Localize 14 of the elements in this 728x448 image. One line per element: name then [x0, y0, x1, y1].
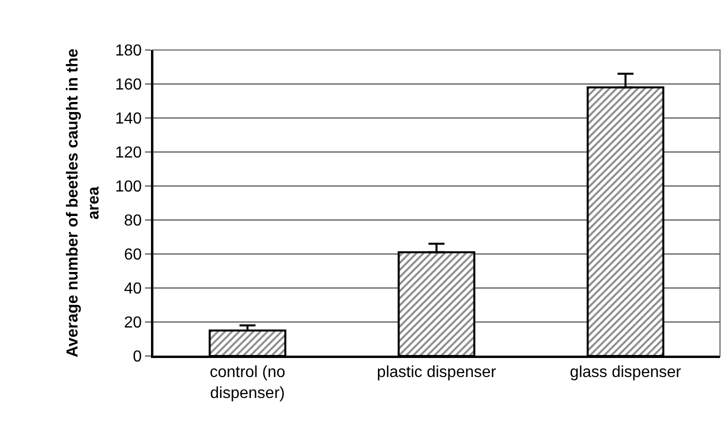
y-tick-label: 80: [124, 212, 142, 230]
y-tick-label: 100: [115, 178, 142, 196]
y-tick-label: 120: [115, 144, 142, 162]
y-tick-label: 0: [132, 348, 142, 366]
y-tick-label: 60: [124, 246, 142, 264]
y-tick-label: 180: [115, 42, 142, 60]
x-tick-label: plastic dispenser: [376, 364, 497, 382]
x-tick-label: glass dispenser: [570, 364, 682, 382]
x-tick-label: control (no dispenser): [210, 364, 286, 402]
y-tick-label: 20: [124, 314, 142, 332]
y-tick-label: 140: [115, 110, 142, 128]
y-tick-label: 40: [124, 280, 142, 298]
y-axis-title: Average number of beetles caught in the area: [64, 48, 102, 358]
y-tick-label: 160: [115, 76, 142, 94]
